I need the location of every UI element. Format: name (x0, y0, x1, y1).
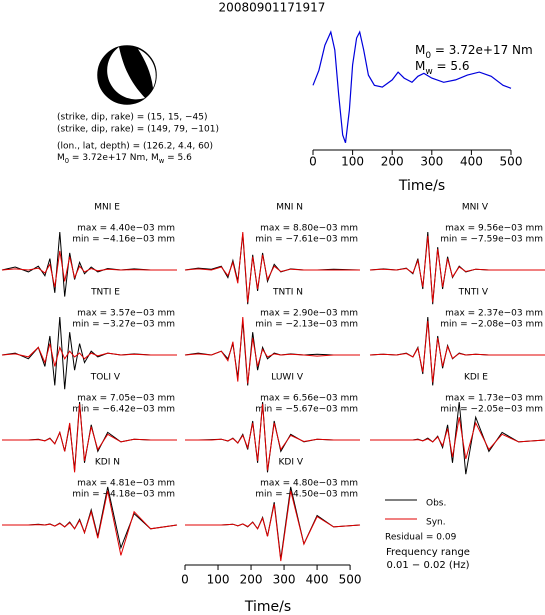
text-part: = 5.6 (164, 153, 192, 163)
min-label: min = −4.50e−03 mm (255, 490, 358, 500)
text-part: = 3.72e+17 Nm (431, 43, 533, 57)
x-tick-label: 0 (181, 573, 189, 587)
max-label: max = 1.73e−03 mm (445, 394, 543, 404)
text-part: = 3.72e+17 Nm, M (69, 153, 159, 163)
text-part: M (57, 153, 65, 163)
syn-waveform (369, 320, 545, 383)
min-label: min = −7.59e−03 mm (440, 235, 543, 245)
syn-waveform (2, 403, 177, 473)
x-tick-label: 200 (240, 573, 263, 587)
max-label: max = 9.56e−03 mm (445, 224, 543, 234)
max-label: max = 8.80e−03 mm (260, 224, 358, 234)
figure-title: 20080901171917 (219, 1, 326, 15)
station-label: KDI E (464, 373, 488, 383)
moment-annotation: Mw = 5.6 (415, 59, 470, 77)
x-tick-label: 400 (460, 155, 483, 169)
station-label: TNTI E (90, 288, 120, 298)
moment-text: M0 = 3.72e+17 Nm, Mw = 5.6 (57, 153, 192, 166)
source-time-function (312, 30, 512, 144)
x-tick-label: 100 (207, 573, 230, 587)
station-label: MNI V (462, 203, 489, 213)
x-tick-label: 100 (341, 155, 364, 169)
x-tick-label: 300 (420, 155, 443, 169)
min-label: min = −2.08e−03 mm (440, 320, 543, 330)
max-label: max = 4.40e−03 mm (77, 224, 175, 234)
station-label: TNTI V (458, 288, 489, 298)
mechanism-text: (strike, dip, rake) = (149, 79, −101) (57, 125, 219, 135)
x-tick-label: 200 (381, 155, 404, 169)
frequency-label: 0.01 − 0.02 (Hz) (386, 560, 469, 571)
beachball-dilatation (138, 49, 156, 88)
text-part: = 5.6 (433, 59, 470, 73)
min-label: min = −4.18e−03 mm (72, 490, 175, 500)
x-axis-label: Time/s (398, 178, 445, 194)
station-label: TNTI N (272, 288, 303, 298)
station-label: KDI V (278, 458, 303, 468)
syn-waveform (185, 490, 361, 562)
subscript: 0 (425, 51, 431, 61)
max-label: max = 4.80e−03 mm (260, 479, 358, 489)
syn-waveform (184, 316, 360, 384)
x-tick-label: 0 (309, 155, 317, 169)
syn-waveform (2, 490, 178, 556)
min-label: min = −7.61e−03 mm (255, 235, 358, 245)
x-tick-label: 500 (339, 573, 362, 587)
min-label: min = −6.42e−03 mm (72, 405, 175, 415)
beachball (97, 45, 157, 105)
max-label: max = 2.37e−03 mm (445, 309, 543, 319)
syn-waveform (370, 417, 545, 460)
max-label: max = 7.05e−03 mm (77, 394, 175, 404)
syn-waveform (369, 235, 545, 303)
text-part: M (415, 43, 425, 57)
max-label: max = 3.57e−03 mm (77, 309, 175, 319)
text-part: M (415, 59, 425, 73)
min-label: min = −3.27e−03 mm (72, 320, 175, 330)
max-label: max = 6.56e−03 mm (260, 394, 358, 404)
mechanism-text: (lon., lat, depth) = (126.2, 4.4, 60) (57, 142, 213, 152)
min-label: min = −2.13e−03 mm (255, 320, 358, 330)
max-label: max = 4.81e−03 mm (77, 479, 175, 489)
station-label: TOLI V (90, 373, 121, 383)
max-label: max = 2.90e−03 mm (260, 309, 358, 319)
x-tick-label: 500 (500, 155, 523, 169)
subscript: w (159, 157, 165, 165)
syn-waveform (185, 403, 360, 471)
station-label: MNI N (276, 203, 303, 213)
legend-label: Obs. (426, 499, 446, 509)
station-label: MNI E (94, 203, 120, 213)
syn-waveform (1, 343, 177, 367)
station-label: KDI N (95, 458, 120, 468)
frequency-label: Frequency range (386, 547, 470, 558)
x-axis-label: Time/s (244, 599, 291, 615)
legend-label: Syn. (426, 518, 446, 528)
residual-label: Residual = 0.09 (385, 533, 457, 543)
x-tick-label: 300 (273, 573, 296, 587)
moment-annotation: M0 = 3.72e+17 Nm (415, 43, 533, 61)
min-label: min = −5.67e−03 mm (255, 405, 358, 415)
beachball-dilatation (107, 47, 145, 100)
syn-waveform (184, 231, 360, 303)
subscript: 0 (65, 157, 69, 165)
x-tick-label: 400 (306, 573, 329, 587)
min-label: min = −4.16e−03 mm (72, 235, 175, 245)
mechanism-text: (strike, dip, rake) = (15, 15, −45) (57, 113, 208, 123)
station-label: LUWI V (271, 373, 304, 383)
syn-waveform (1, 250, 177, 288)
subscript: w (425, 67, 432, 77)
min-label: min = −2.05e−03 mm (440, 405, 543, 415)
